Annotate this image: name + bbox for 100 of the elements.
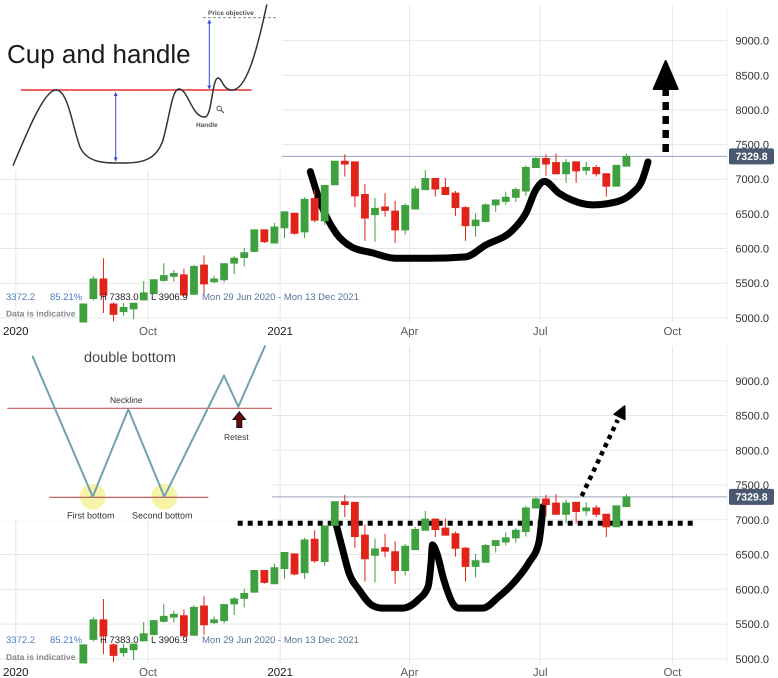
x-tick-label: Oct: [139, 326, 158, 338]
candlestick: [150, 620, 158, 636]
candlestick: [371, 538, 379, 583]
candlestick: [220, 603, 228, 624]
candlestick: [170, 270, 178, 282]
candlestick: [482, 203, 490, 223]
candlestick: [431, 177, 440, 198]
candlestick: [330, 160, 339, 186]
candlestick: [190, 264, 198, 296]
candlestick: [391, 200, 400, 244]
candlestick: [612, 505, 620, 528]
annotation: Retest: [224, 432, 250, 442]
candlestick: [200, 254, 208, 294]
y-tick-label: 5500.0: [735, 619, 769, 632]
candlestick: [130, 643, 138, 661]
candlestick: [462, 546, 470, 582]
candlestick: [230, 256, 238, 275]
candlestick: [522, 505, 530, 537]
candlestick: [592, 504, 600, 518]
candlestick: [220, 262, 228, 283]
candlestick: [350, 161, 359, 208]
annotation: First bottom: [67, 510, 115, 520]
annotation: Cup and handle: [7, 39, 191, 69]
candlestick: [79, 303, 88, 322]
candlestick: [391, 540, 400, 584]
candlestick: [452, 531, 460, 558]
candlestick: [160, 262, 168, 282]
candlestick: [190, 604, 198, 636]
annotation: Second bottom: [132, 510, 193, 520]
candlestick: [310, 189, 319, 223]
x-tick-label: 2021: [267, 326, 293, 338]
candlestick: [492, 539, 500, 553]
candlestick: [210, 616, 218, 625]
candlestick: [532, 156, 540, 168]
annotation: 3372.2: [6, 635, 36, 646]
x-tick-label: 2020: [3, 326, 29, 338]
candlestick: [552, 494, 560, 516]
annotation: 85.21%: [50, 292, 83, 303]
candlestick: [582, 502, 590, 516]
candlestick: [522, 164, 530, 196]
candlestick: [421, 170, 430, 190]
candlestick: [280, 552, 288, 580]
candlestick: [280, 211, 288, 239]
candlestick: [492, 198, 500, 212]
y-tick-label: 5000.0: [735, 654, 769, 666]
y-tick-label: 9000.0: [735, 36, 769, 48]
y-tick-label: 8500.0: [735, 410, 769, 423]
candlestick: [290, 212, 298, 236]
y-tick-label: 8000.0: [735, 445, 769, 458]
candlestick: [320, 184, 329, 226]
candlestick: [441, 518, 450, 536]
y-tick-label: 7000.0: [735, 514, 769, 527]
candlestick: [170, 610, 178, 624]
candlestick: [270, 222, 278, 244]
candlestick: [371, 197, 379, 242]
annotation: double bottom: [84, 350, 176, 366]
x-tick-label: Jul: [532, 667, 548, 678]
y-tick-label: 5500.0: [735, 278, 769, 290]
candlestick: [452, 190, 460, 216]
candlestick: [300, 196, 308, 239]
x-tick-label: Apr: [400, 326, 419, 338]
y-tick-label: 8000.0: [735, 104, 769, 117]
candlestick: [542, 494, 550, 517]
candlestick: [431, 518, 440, 538]
candlestick: [542, 154, 550, 176]
candlestick: [310, 530, 319, 564]
candlestick: [361, 524, 369, 582]
candlestick: [270, 563, 278, 584]
annotation: Data is indicative: [6, 308, 76, 318]
y-tick-label: 8500.0: [735, 70, 769, 82]
annotation: L 3906.9: [151, 292, 188, 303]
candlestick: [300, 537, 308, 580]
candlestick: [472, 212, 480, 238]
candlestick: [120, 644, 128, 658]
candlestick: [89, 616, 98, 642]
candlestick: [512, 187, 520, 203]
annotation: L 3906.9: [151, 635, 188, 646]
y-tick-label: 6000.0: [735, 584, 769, 596]
candlestick: [562, 499, 570, 524]
y-tick-label: 5000.0: [735, 312, 769, 325]
annotation: Mon 29 Jun 2020 - Mon 13 Dec 2021: [202, 635, 359, 646]
candlestick: [210, 275, 218, 284]
y-tick-label: 7500.0: [735, 140, 769, 152]
candlestick: [441, 177, 450, 196]
y-tick-label: 9000.0: [735, 376, 769, 388]
candlestick: [320, 526, 329, 566]
candlestick: [260, 570, 268, 584]
candlestick: [89, 276, 98, 302]
candlestick: [260, 229, 268, 244]
candlestick: [381, 533, 389, 558]
x-tick-label: 2021: [267, 667, 293, 678]
candlestick: [502, 191, 510, 206]
candlestick: [180, 608, 188, 638]
candlestick: [200, 596, 208, 635]
candlestick: [592, 164, 600, 177]
candlestick: [602, 514, 610, 538]
candlestick: [572, 502, 580, 524]
candlestick: [502, 532, 510, 546]
candlestick: [250, 228, 258, 253]
candlestick: [572, 161, 580, 184]
